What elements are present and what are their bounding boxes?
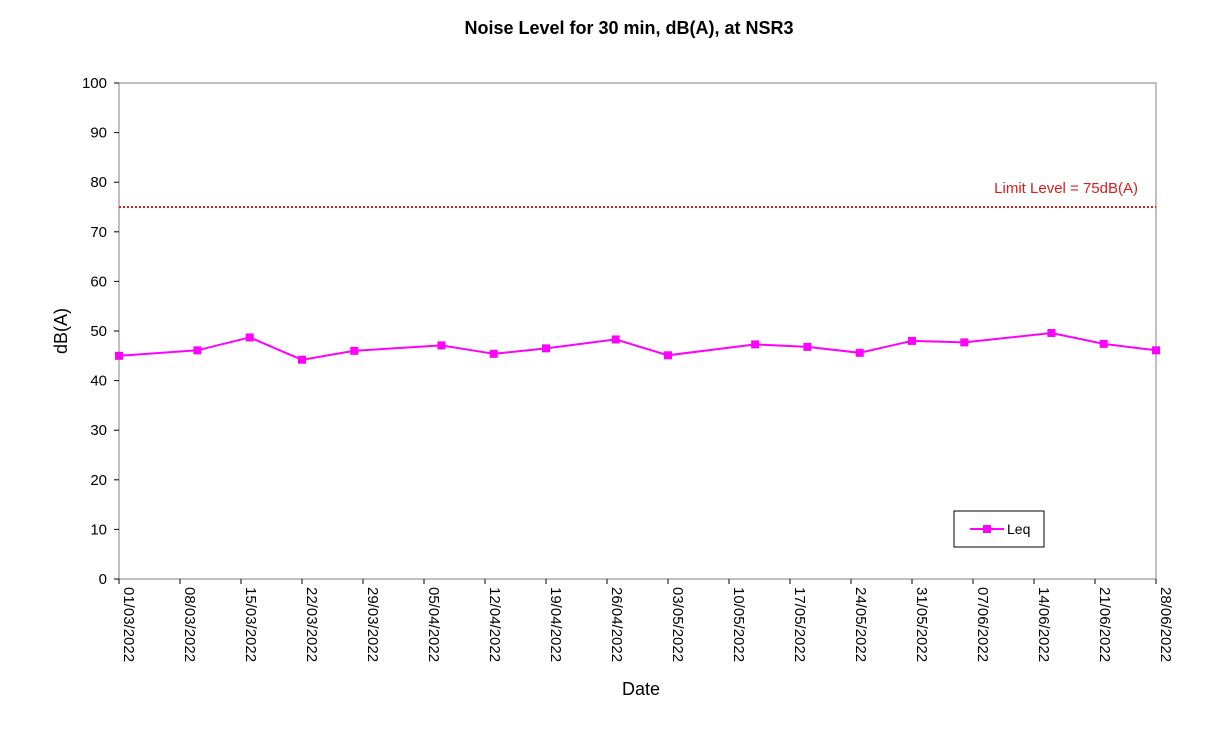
data-point-leq: [245, 333, 254, 342]
y-tick-label: 70: [90, 224, 107, 241]
x-tick-label: 07/06/2022: [974, 587, 991, 662]
y-tick-label: 10: [90, 521, 107, 538]
x-tick-label: 12/04/2022: [486, 587, 503, 662]
x-tick-label: 17/05/2022: [791, 587, 808, 662]
data-point-leq: [437, 341, 446, 350]
x-tick-label: 29/03/2022: [364, 587, 381, 662]
data-point-leq: [1047, 328, 1056, 337]
x-tick-label: 14/06/2022: [1035, 587, 1052, 662]
y-axis-label: dB(A): [51, 308, 71, 354]
data-point-leq: [298, 355, 306, 364]
data-point-leq: [1152, 346, 1160, 355]
y-tick-label: 0: [99, 571, 107, 588]
y-tick-label: 60: [90, 273, 107, 290]
legend-label-leq: Leq: [1007, 521, 1030, 537]
y-tick-label: 50: [90, 323, 107, 340]
x-tick-label: 05/04/2022: [425, 587, 442, 662]
x-axis: 01/03/2022 08/03/2022 15/03/2022 22/03/2022…: [118, 579, 1174, 662]
series-line-leq: [118, 331, 1157, 361]
y-tick-label: 90: [90, 125, 107, 142]
data-point-leq: [350, 346, 359, 355]
data-point-leq: [960, 338, 969, 347]
data-point-leq: [1099, 339, 1108, 348]
data-point-leq: [803, 342, 812, 351]
data-point-leq: [489, 349, 498, 358]
chart-title: Noise Level for 30 min, dB(A), at NSR3: [464, 18, 793, 38]
y-axis: 0 10 20 30 40 50 60 70 80 90 100: [82, 75, 119, 588]
y-tick-label: 40: [90, 373, 107, 390]
x-tick-label: 10/05/2022: [730, 587, 747, 662]
x-tick-label: 08/03/2022: [181, 587, 198, 662]
x-tick-label: 01/03/2022: [120, 587, 137, 662]
x-axis-label: Date: [622, 679, 660, 699]
series-layer: [115, 328, 1160, 364]
data-point-leq: [908, 336, 916, 345]
y-tick-label: 100: [82, 75, 107, 92]
x-tick-label: 24/05/2022: [852, 587, 869, 662]
data-point-leq: [611, 335, 620, 344]
x-tick-label: 26/04/2022: [608, 587, 625, 662]
data-point-leq: [751, 340, 760, 349]
plot-area: [118, 82, 1157, 580]
legend-marker-leq: [983, 525, 991, 533]
y-tick-label: 20: [90, 472, 107, 489]
data-point-leq: [542, 344, 550, 353]
x-tick-label: 22/03/2022: [303, 587, 320, 662]
x-tick-label: 28/06/2022: [1157, 587, 1174, 662]
x-tick-label: 19/04/2022: [547, 587, 564, 662]
limit-line-label: Limit Level = 75dB(A): [994, 180, 1138, 197]
y-tick-label: 30: [90, 422, 107, 439]
data-point-leq: [193, 346, 202, 355]
data-point-leq: [664, 351, 672, 360]
legend: Leq: [953, 510, 1045, 548]
y-tick-label: 80: [90, 174, 107, 191]
data-point-leq: [115, 351, 123, 360]
x-tick-label: 21/06/2022: [1096, 587, 1113, 662]
x-tick-label: 03/05/2022: [669, 587, 686, 662]
data-point-leq: [855, 348, 864, 357]
x-tick-label: 31/05/2022: [913, 587, 930, 662]
x-tick-label: 15/03/2022: [242, 587, 259, 662]
